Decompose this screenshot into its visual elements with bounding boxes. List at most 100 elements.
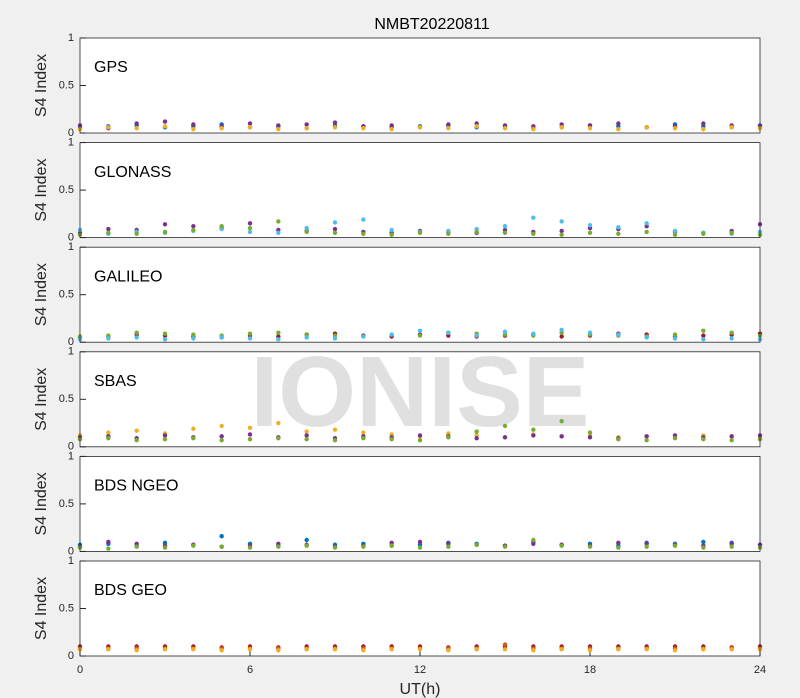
data-point: [276, 648, 281, 653]
panel-label: GPS: [94, 59, 128, 76]
data-point: [417, 125, 423, 130]
y-axis-label: S4 Index: [33, 368, 50, 431]
data-point: [672, 126, 678, 131]
data-point: [162, 124, 168, 129]
data-point: [162, 647, 168, 652]
data-point: [361, 436, 366, 441]
data-point: [304, 647, 309, 652]
data-point: [389, 123, 394, 128]
data-point: [361, 334, 366, 339]
data-point: [531, 127, 536, 132]
axes-background: [80, 561, 760, 656]
data-point: [247, 336, 253, 341]
data-point: [531, 215, 536, 220]
data-point: [389, 332, 394, 337]
data-point: [389, 543, 394, 548]
y-tick-label: 0.5: [59, 79, 74, 91]
data-point: [134, 648, 139, 653]
data-point: [587, 330, 593, 335]
data-point: [162, 337, 168, 342]
data-point: [276, 436, 281, 441]
data-point: [701, 127, 706, 132]
y-tick-label: 0: [68, 650, 74, 662]
data-point: [162, 545, 168, 550]
data-point: [446, 330, 451, 335]
data-point: [134, 428, 139, 433]
data-point: [502, 224, 508, 229]
data-point: [672, 336, 678, 341]
data-point: [332, 120, 338, 125]
x-tick-label: 6: [247, 664, 253, 676]
data-point: [672, 543, 678, 548]
data-point: [219, 434, 224, 439]
data-point: [191, 436, 196, 441]
data-point: [729, 434, 734, 439]
data-point: [531, 541, 536, 546]
data-point: [701, 545, 706, 550]
y-tick-label: 0.5: [59, 184, 74, 196]
data-point: [332, 437, 338, 443]
data-point: [701, 333, 706, 338]
data-point: [134, 330, 139, 335]
y-tick-label: 1: [68, 450, 74, 462]
data-point: [106, 539, 111, 545]
data-point: [446, 126, 451, 131]
data-point: [701, 337, 706, 342]
data-point: [446, 231, 451, 236]
data-point: [559, 434, 564, 439]
x-tick-label: 24: [754, 664, 766, 676]
data-point: [191, 336, 196, 341]
data-point: [304, 437, 309, 442]
y-tick-label: 0.5: [59, 602, 74, 614]
data-point: [531, 427, 536, 432]
panel-label: SBAS: [94, 373, 137, 390]
y-axis-label: S4 Index: [33, 159, 50, 222]
data-point: [417, 437, 423, 443]
axes-frame: [79, 246, 761, 343]
data-point: [276, 123, 281, 128]
data-point: [644, 221, 649, 226]
data-point: [162, 119, 168, 124]
data-point: [502, 544, 508, 549]
data-point: [644, 647, 649, 652]
data-point: [644, 229, 649, 235]
data-point: [474, 229, 479, 235]
data-point: [616, 540, 621, 546]
data-point: [701, 539, 706, 545]
axes-frame: [79, 455, 761, 552]
data-point: [276, 219, 281, 224]
data-point: [304, 126, 309, 131]
data-point: [219, 126, 224, 131]
data-point: [729, 336, 734, 341]
data-point: [531, 331, 536, 336]
y-tick-label: 1: [68, 241, 74, 253]
data-point: [304, 229, 309, 235]
data-point: [474, 542, 479, 547]
data-point: [304, 543, 309, 548]
data-point: [361, 217, 366, 222]
data-point: [361, 544, 366, 549]
axes-background: [80, 351, 760, 447]
y-tick-label: 1: [68, 555, 74, 567]
data-point: [106, 430, 111, 435]
y-tick-label: 0: [68, 232, 74, 244]
data-point: [247, 545, 253, 550]
data-point: [134, 121, 139, 126]
data-point: [162, 433, 168, 438]
data-point: [672, 648, 678, 653]
data-point: [162, 331, 168, 336]
data-point: [531, 648, 536, 653]
axes-frame: [79, 351, 761, 448]
data-point: [644, 437, 649, 443]
data-point: [587, 648, 593, 653]
data-point: [191, 543, 196, 548]
data-point: [474, 333, 479, 338]
y-tick-label: 0: [68, 336, 74, 348]
data-point: [134, 231, 139, 236]
data-point: [559, 125, 564, 130]
data-point: [531, 433, 536, 438]
panel-label: BDS GEO: [94, 582, 167, 599]
data-point: [332, 336, 338, 341]
data-point: [644, 544, 649, 549]
data-point: [106, 230, 111, 236]
